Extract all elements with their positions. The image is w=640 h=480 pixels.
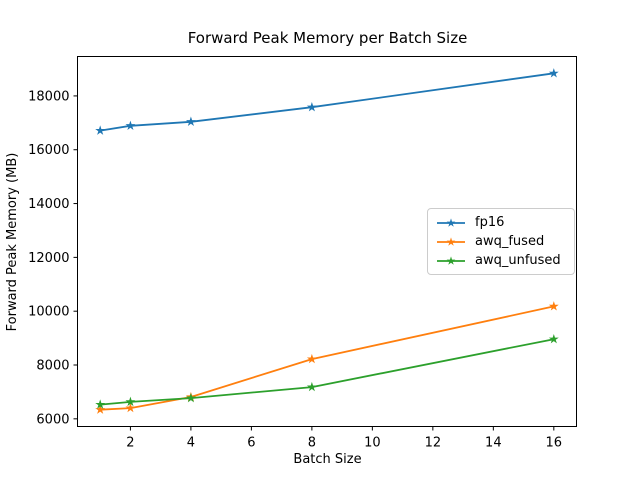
y-tick-label: 18000 <box>28 89 69 104</box>
data-point-marker-awq_fused-x16 <box>548 301 559 311</box>
y-tick-label: 8000 <box>36 359 69 374</box>
data-point-marker-awq_unfused-x8 <box>306 381 317 392</box>
x-tick-label: 14 <box>485 436 502 451</box>
legend-line-star-icon <box>437 217 465 227</box>
data-point-marker-awq_fused-x2 <box>125 402 136 413</box>
data-point-marker-fp16-x2 <box>125 120 136 130</box>
data-point-marker-awq_unfused-x4 <box>185 392 196 403</box>
legend-label-awq_fused: awq_fused <box>475 234 545 249</box>
series-line-awq_unfused <box>99 338 555 406</box>
x-tick-label: 8 <box>308 436 316 451</box>
y-axis-label: Forward Peak Memory (MB) <box>5 152 20 332</box>
data-point-marker-awq_fused-x8 <box>306 353 317 364</box>
data-point-marker-fp16-x16 <box>548 68 559 78</box>
x-axis-label: Batch Size <box>293 452 362 467</box>
legend-entry-awq_unfused: awq_unfused <box>436 252 566 269</box>
legend-entry-fp16: fp16 <box>436 214 566 231</box>
data-point-marker-awq_unfused-x2 <box>125 396 136 407</box>
x-tick-label: 16 <box>546 436 563 451</box>
legend-star-marker <box>446 217 456 227</box>
legend-line-star-icon <box>437 236 465 246</box>
x-tick-label: 6 <box>247 436 255 451</box>
y-tick-label: 6000 <box>36 412 69 427</box>
data-point-marker-fp16-x1 <box>95 125 106 135</box>
series-line-fp16 <box>99 72 555 132</box>
chart-title: Forward Peak Memory per Batch Size <box>187 29 468 47</box>
legend-star-marker <box>446 255 456 265</box>
y-tick-label: 10000 <box>28 305 69 320</box>
data-point-marker-fp16-x8 <box>306 102 317 112</box>
y-tick-label: 14000 <box>28 197 69 212</box>
axes-frame <box>77 56 577 427</box>
series-line-awq_fused <box>99 305 555 411</box>
legend-star-marker <box>446 236 456 246</box>
y-tick-label: 12000 <box>28 251 69 266</box>
legend-label-awq_unfused: awq_unfused <box>475 253 561 268</box>
legend-entry-awq_fused: awq_fused <box>436 233 566 250</box>
x-tick-label: 12 <box>425 436 442 451</box>
x-tick-label: 10 <box>364 436 381 451</box>
legend-line-star-icon <box>437 255 465 265</box>
data-point-marker-awq_fused-x1 <box>95 404 106 414</box>
x-tick-label: 2 <box>126 436 134 451</box>
data-point-marker-awq_unfused-x1 <box>95 399 106 409</box>
data-point-marker-awq_unfused-x16 <box>548 333 559 344</box>
legend-label-fp16: fp16 <box>475 215 505 230</box>
x-tick-label: 4 <box>187 436 195 451</box>
legend: fp16 awq_fused awq_unfused <box>427 208 575 275</box>
y-tick-label: 16000 <box>28 143 69 158</box>
data-point-marker-fp16-x4 <box>185 116 196 126</box>
